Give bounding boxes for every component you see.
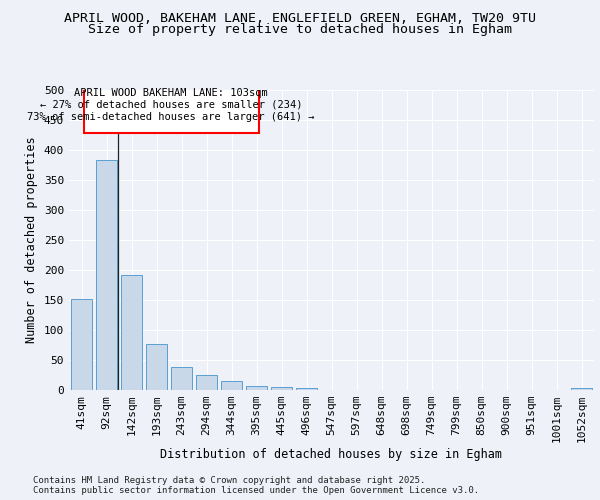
Bar	[171, 367, 192, 390]
Text: Size of property relative to detached houses in Egham: Size of property relative to detached ho…	[88, 22, 512, 36]
FancyBboxPatch shape	[83, 85, 259, 133]
Bar	[221, 381, 242, 390]
Text: APRIL WOOD BAKEHAM LANE: 103sqm: APRIL WOOD BAKEHAM LANE: 103sqm	[74, 88, 268, 98]
Bar	[146, 344, 167, 390]
Bar	[71, 299, 92, 390]
Bar	[121, 275, 142, 390]
Text: Contains public sector information licensed under the Open Government Licence v3: Contains public sector information licen…	[33, 486, 479, 495]
Text: APRIL WOOD, BAKEHAM LANE, ENGLEFIELD GREEN, EGHAM, TW20 9TU: APRIL WOOD, BAKEHAM LANE, ENGLEFIELD GRE…	[64, 12, 536, 26]
Text: ← 27% of detached houses are smaller (234): ← 27% of detached houses are smaller (23…	[40, 100, 302, 110]
X-axis label: Distribution of detached houses by size in Egham: Distribution of detached houses by size …	[161, 448, 503, 460]
Y-axis label: Number of detached properties: Number of detached properties	[25, 136, 38, 344]
Bar	[296, 388, 317, 390]
Bar	[271, 387, 292, 390]
Bar	[246, 386, 267, 390]
Text: Contains HM Land Registry data © Crown copyright and database right 2025.: Contains HM Land Registry data © Crown c…	[33, 476, 425, 485]
Bar	[96, 160, 117, 390]
Bar	[571, 388, 592, 390]
Text: 73% of semi-detached houses are larger (641) →: 73% of semi-detached houses are larger (…	[27, 112, 315, 122]
Bar	[196, 375, 217, 390]
